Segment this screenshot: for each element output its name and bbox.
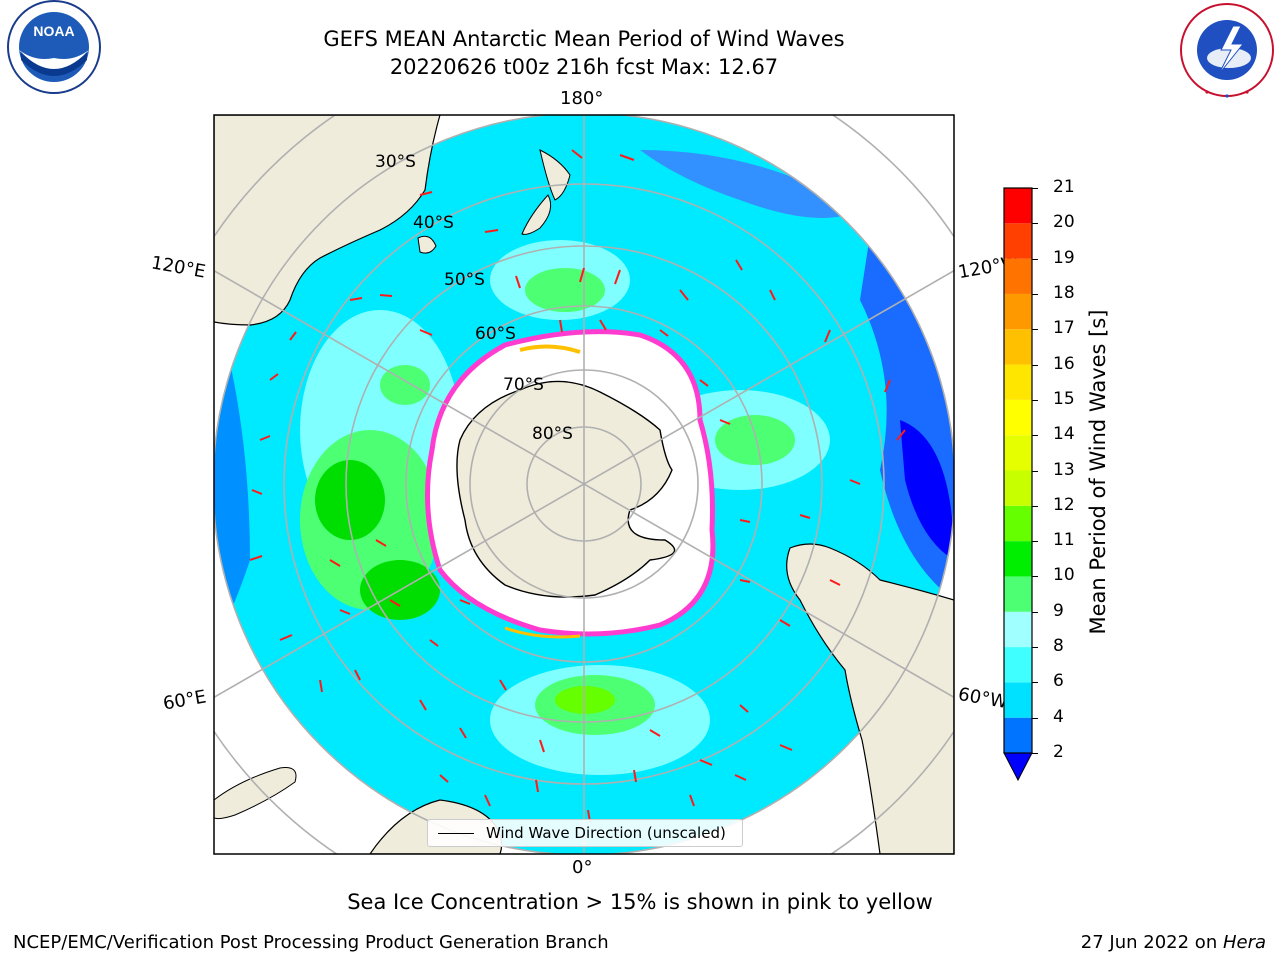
colorbar-tick [1032, 293, 1038, 295]
colorbar-segment [1004, 258, 1032, 294]
colorbar-tick [1032, 647, 1038, 649]
colorbar-tick [1032, 611, 1038, 613]
colorbar-tick-label: 2 [1053, 742, 1064, 762]
colorbar-tick [1032, 470, 1038, 472]
colorbar-tick-label: 11 [1053, 530, 1075, 551]
nws-logo [1177, 2, 1277, 102]
lon-label-0: 0° [572, 857, 593, 878]
antarctica [456, 380, 676, 598]
colorbar-tick-label: 21 [1053, 177, 1075, 197]
colorbar-segment [1004, 470, 1032, 506]
noaa-logo: NOAA [3, 0, 103, 100]
colorbar-tick [1032, 435, 1038, 437]
colorbar-segment [1004, 223, 1032, 259]
footer-date-text: 27 Jun 2022 on [1080, 932, 1223, 953]
colorbar-tick-label: 14 [1053, 424, 1075, 445]
colorbar-tick-label: 20 [1053, 212, 1075, 233]
colorbar [1003, 187, 1033, 782]
colorbar-tick [1032, 717, 1038, 719]
sea-ice-note: Sea Ice Concentration > 15% is shown in … [347, 890, 933, 914]
colorbar-segment [1004, 364, 1032, 400]
colorbar-tick [1032, 399, 1038, 401]
colorbar-segment [1004, 682, 1032, 718]
lat-label-70s: 70°S [503, 375, 544, 395]
colorbar-tick [1032, 753, 1038, 754]
wind-wave-arrows [249, 149, 906, 823]
colorbar-tick [1032, 329, 1038, 331]
colorbar-tick-label: 6 [1053, 671, 1064, 692]
colorbar-tick-label: 13 [1053, 459, 1075, 480]
colorbar-tick-label: 10 [1053, 565, 1075, 586]
colorbar-segment [1004, 399, 1032, 436]
colorbar-segment [1004, 576, 1032, 612]
colorbar-segment [1004, 717, 1032, 753]
legend-line-sample [438, 832, 474, 834]
chart-title: GEFS MEAN Antarctic Mean Period of Wind … [323, 27, 845, 51]
footer-date: 27 Jun 2022 on Hera [1081, 932, 1266, 953]
noaa-logo-text: NOAA [33, 23, 74, 39]
colorbar-tick [1032, 258, 1038, 260]
lat-label-40s: 40°S [413, 213, 454, 233]
colorbar-tick [1032, 505, 1038, 507]
graticule [214, 115, 954, 854]
lat-label-50s: 50°S [444, 270, 485, 290]
colorbar-segment [1004, 293, 1032, 330]
colorbar-tick-label: 12 [1053, 494, 1075, 515]
colorbar-segment [1004, 329, 1032, 365]
colorbar-segment [1004, 505, 1032, 542]
colorbar-tick-label: 18 [1053, 282, 1075, 303]
colorbar-tick [1032, 576, 1038, 578]
lon-label-180: 180° [560, 88, 604, 109]
map-legend: Wind Wave Direction (unscaled) [427, 819, 743, 847]
lat-label-80s: 80°S [532, 424, 573, 444]
colorbar-tick [1032, 223, 1038, 225]
colorbar-tick [1032, 682, 1038, 684]
colorbar-tick [1032, 364, 1038, 366]
map-frame [213, 114, 955, 855]
lat-label-30s: 30°S [375, 152, 416, 172]
legend-label: Wind Wave Direction (unscaled) [486, 824, 726, 842]
colorbar-tick-label: 17 [1053, 318, 1075, 339]
colorbar-segment [1004, 611, 1032, 648]
colorbar-segment [1004, 541, 1032, 577]
colorbar-tick [1032, 541, 1038, 543]
footer-machine: Hera [1222, 932, 1266, 953]
colorbar-tick-label: 19 [1053, 247, 1075, 268]
colorbar-tick-label: 9 [1053, 600, 1064, 621]
footer-branch: NCEP/EMC/Verification Post Processing Pr… [13, 932, 609, 953]
colorbar-tick-label: 8 [1053, 636, 1064, 657]
colorbar-segment [1004, 188, 1032, 224]
colorbar-label: Mean Period of Wind Waves [s] [1086, 309, 1110, 635]
colorbar-tick-label: 16 [1053, 353, 1075, 374]
lat-label-60s: 60°S [475, 324, 516, 344]
colorbar-segment [1004, 647, 1032, 683]
colorbar-segment [1004, 435, 1032, 471]
colorbar-tick-label: 15 [1053, 388, 1075, 409]
south-america [786, 543, 954, 854]
colorbar-tick [1032, 188, 1038, 189]
colorbar-tick-label: 4 [1053, 706, 1064, 727]
chart-subtitle: 20220626 t00z 216h fcst Max: 12.67 [389, 55, 779, 79]
